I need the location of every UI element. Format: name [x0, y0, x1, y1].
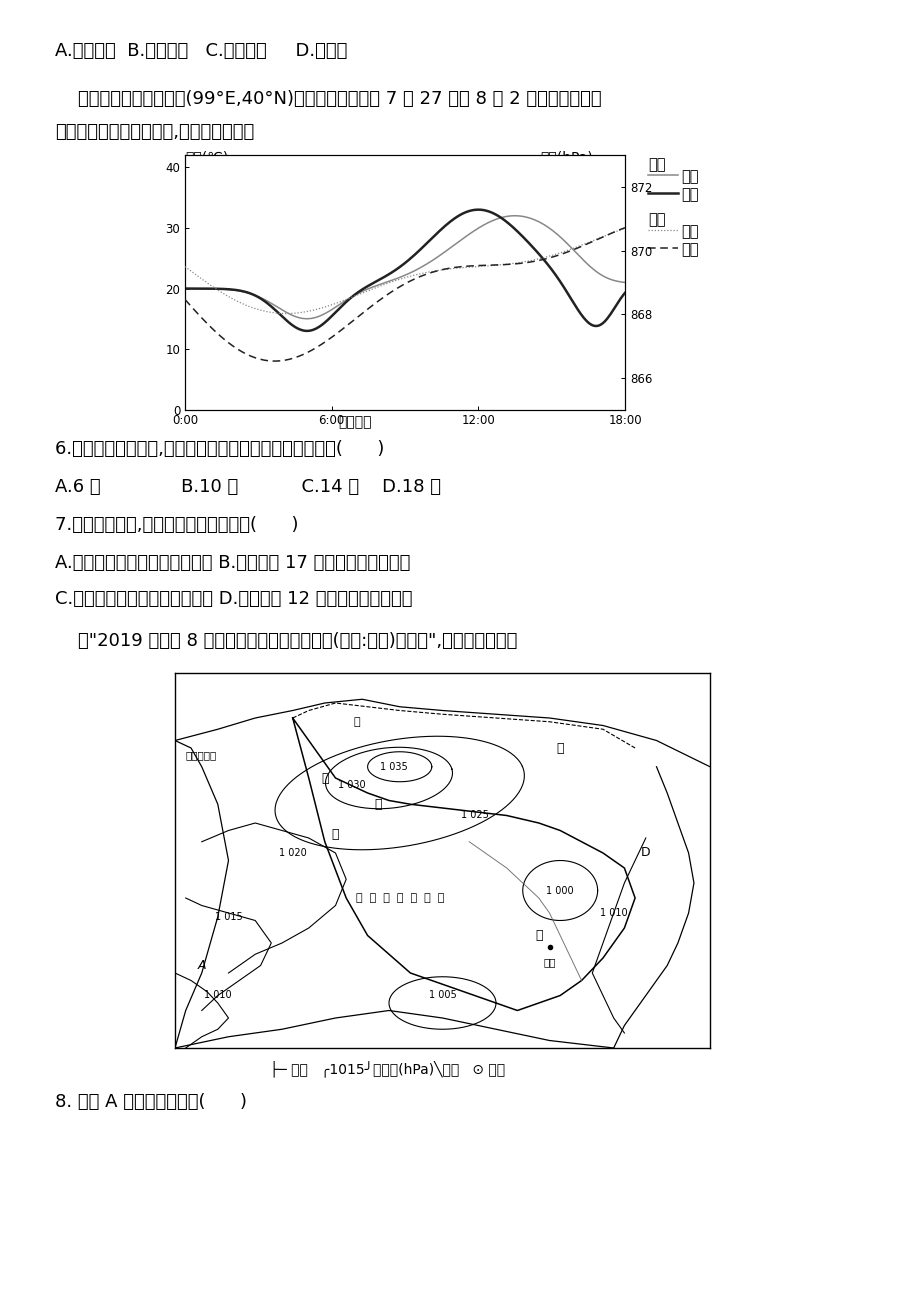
Text: 8. 图中 A 地气压值可能是(      ): 8. 图中 A 地气压值可能是( ) — [55, 1092, 246, 1111]
Text: 6.下列北京时间前后,绿洲和荒漠间风向发生显著变化的是(      ): 6.下列北京时间前后,绿洲和荒漠间风向发生显著变化的是( ) — [55, 440, 384, 458]
Text: 1 010: 1 010 — [599, 907, 627, 918]
Text: 7.根据观测记录,以下结论比较可信的是(      ): 7.根据观测记录,以下结论比较可信的是( ) — [55, 516, 298, 534]
Text: 俄: 俄 — [353, 716, 360, 727]
Text: 绿洲: 绿洲 — [680, 224, 698, 240]
Text: 气温: 气温 — [647, 158, 664, 172]
Text: 下图为我国某绿洲附近(99°E,40°N)地面气象观测站在 7 月 27 日至 8 月 2 日测得的气温、: 下图为我国某绿洲附近(99°E,40°N)地面气象观测站在 7 月 27 日至 … — [55, 90, 601, 108]
Text: 古: 古 — [374, 798, 381, 811]
Text: 哈萨克斯坦: 哈萨克斯坦 — [186, 750, 217, 760]
Text: 郑州: 郑州 — [542, 957, 555, 967]
Text: 1 015: 1 015 — [214, 911, 242, 922]
Text: 新: 新 — [556, 742, 563, 754]
Text: 1 025: 1 025 — [460, 811, 488, 820]
Text: 1 020: 1 020 — [278, 848, 306, 858]
Text: 气压(hPa): 气压(hPa) — [539, 150, 592, 164]
Text: 荒漠: 荒漠 — [680, 187, 698, 202]
Text: 中  华  人  民  共  和  国: 中 华 人 民 共 和 国 — [355, 893, 443, 904]
Text: 绿洲: 绿洲 — [680, 169, 698, 184]
Text: 乙: 乙 — [535, 930, 542, 943]
Text: 气压: 气压 — [647, 212, 664, 227]
Text: 读"2019 年某日 8 时亚洲部分地区海平面气压(单位:百帕)分布图",完成下面四题。: 读"2019 年某日 8 时亚洲部分地区海平面气压(单位:百帕)分布图",完成下… — [55, 631, 516, 650]
Text: 1 035: 1 035 — [380, 762, 408, 772]
Text: 1 030: 1 030 — [337, 780, 365, 790]
Text: 1 005: 1 005 — [428, 991, 456, 1000]
Text: 气温(℃): 气温(℃) — [185, 150, 228, 164]
Text: D: D — [641, 846, 650, 859]
Text: 蒙: 蒙 — [321, 772, 328, 785]
Text: A.6 时              B.10 时           C.14 时    D.18 时: A.6 时 B.10 时 C.14 时 D.18 时 — [55, 478, 440, 496]
Text: 1 000: 1 000 — [546, 885, 573, 896]
Text: A: A — [198, 960, 206, 973]
Text: 气压均值日变化图。读图,回答下面两题。: 气压均值日变化图。读图,回答下面两题。 — [55, 122, 254, 141]
Text: C.绿洲的升温时间大致晚于荒漠 D.北京时间 12 时荒漠气温低于绿洲: C.绿洲的升温时间大致晚于荒漠 D.北京时间 12 时荒漠气温低于绿洲 — [55, 590, 412, 608]
Text: 荒漠: 荒漠 — [680, 242, 698, 256]
Text: A.前寒武纪  B.早古生代   C.晚古生代     D.中生代: A.前寒武纪 B.早古生代 C.晚古生代 D.中生代 — [55, 42, 347, 60]
Text: 北京时间: 北京时间 — [338, 415, 371, 428]
Text: ├─ 国界   ╭1015╯等压线(hPa)╲河流   ⊙ 城市: ├─ 国界 ╭1015╯等压线(hPa)╲河流 ⊙ 城市 — [269, 1060, 505, 1077]
Text: A.绿洲的气温变化幅度小于荒漠 B.北京时间 17 时荒漠气温高于绿洲: A.绿洲的气温变化幅度小于荒漠 B.北京时间 17 时荒漠气温高于绿洲 — [55, 553, 410, 572]
Text: 甲: 甲 — [332, 828, 339, 841]
Text: 1 010: 1 010 — [204, 991, 232, 1000]
